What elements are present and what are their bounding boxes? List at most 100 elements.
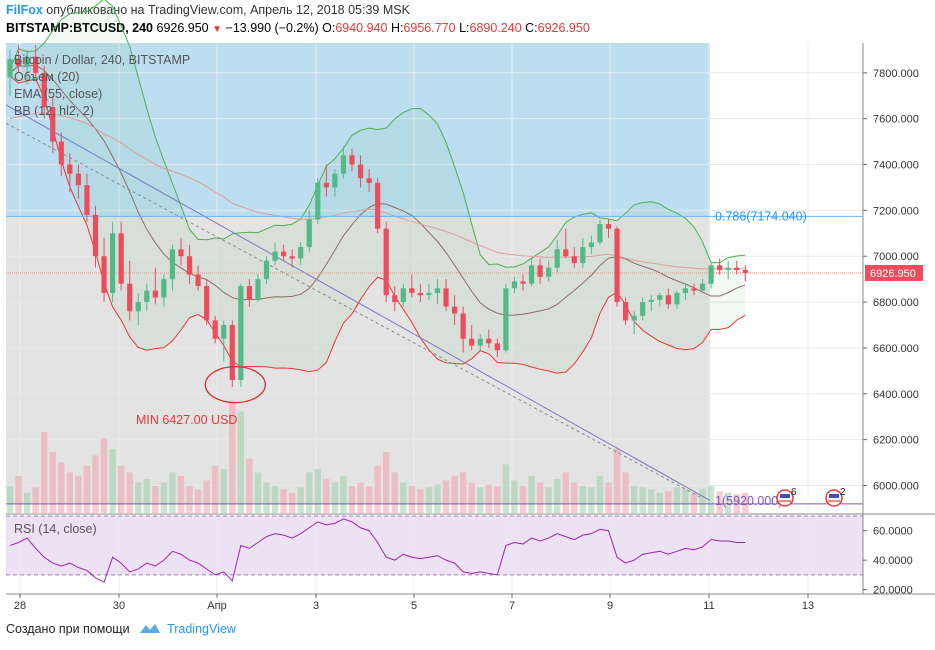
bb-lower (9, 75, 746, 374)
volume-bar (306, 472, 313, 513)
volume-bar (725, 492, 732, 513)
legend-bb[interactable]: BB (12, hl2, 2) (14, 104, 94, 118)
volume-bar (400, 482, 407, 513)
fib-786-label: 0.786(7174.040) (715, 209, 807, 223)
candle-body (588, 242, 594, 248)
volume-bar (194, 489, 202, 513)
candle-body (221, 325, 227, 339)
x-tick-label: 3 (313, 600, 319, 612)
candle-body (742, 269, 748, 273)
legend-volume[interactable]: Объем (20) (14, 70, 80, 84)
volume-bar (383, 452, 390, 513)
high-label: H: (390, 21, 404, 35)
publish-info: опубликовано на TradingView.com, Апрель … (46, 3, 410, 17)
candle-body (340, 155, 347, 174)
candle-body (204, 286, 210, 321)
candle-body (434, 288, 441, 293)
candle-body (315, 182, 321, 220)
candle-body (7, 59, 13, 78)
volume-bar (374, 465, 381, 513)
candle-body (400, 288, 406, 303)
volume-bar (699, 488, 706, 513)
low-label: L: (459, 21, 470, 35)
volume-bar (742, 492, 749, 513)
volume-bar (66, 472, 74, 513)
y-tick-label: 7800.000 (873, 68, 919, 80)
volume-bar (459, 472, 467, 513)
candle-body (169, 249, 176, 280)
candle-body (144, 290, 150, 303)
volume-bar (468, 482, 475, 513)
candle-body (674, 292, 680, 305)
trendline-dashed (5, 122, 701, 498)
volume-bar (49, 452, 56, 513)
candle-body (366, 178, 372, 183)
volume-bar (280, 489, 287, 513)
candle-body (186, 256, 193, 275)
volume-bar (348, 485, 356, 513)
tradingview-link[interactable]: TradingView (167, 622, 236, 636)
candle-body (486, 338, 492, 344)
candle-body (161, 279, 167, 298)
volume-bar (622, 472, 629, 513)
rsi-legend[interactable]: RSI (14, close) (14, 522, 97, 536)
volume-bar (536, 482, 544, 513)
volume-bar (673, 487, 681, 513)
publish-line: FilFox опубликовано на TradingView.com, … (6, 3, 410, 17)
volume-bar (639, 487, 646, 513)
volume-bar (579, 485, 587, 513)
candle-body (409, 288, 415, 293)
x-tick-label: 9 (607, 600, 613, 612)
candle-body (452, 306, 458, 314)
event-count: 2 (840, 487, 846, 498)
volume-bar (648, 489, 655, 513)
volume-bar (682, 489, 689, 513)
bb-upper (9, 0, 746, 268)
candle-body (332, 173, 338, 188)
volume-bar (511, 480, 518, 513)
candle-body (281, 251, 287, 257)
candle-body (417, 292, 423, 296)
y-tick-label: 7600.000 (873, 114, 919, 126)
candle-body (528, 265, 535, 284)
y-tick-label: 7200.000 (873, 205, 919, 217)
legend-symbol[interactable]: Bitcoin / Dollar, 240, BITSTAMP (14, 53, 191, 67)
x-tick-label: 7 (509, 600, 515, 612)
candle-body (246, 286, 252, 300)
volume-bar (434, 484, 441, 513)
open-value: 6940.940 (335, 21, 388, 35)
min-circle (204, 365, 266, 404)
rsi-line (9, 518, 746, 583)
legend-ema[interactable]: EMA (55, close) (14, 87, 103, 101)
volume-bar (41, 431, 48, 513)
x-tick-label: 13 (802, 600, 814, 612)
candle-body (92, 214, 99, 257)
candle-body (323, 182, 329, 188)
candle-body (682, 288, 689, 293)
volume-bar (656, 492, 663, 513)
down-arrow-icon: ▼ (212, 24, 223, 35)
candle-body (563, 249, 569, 257)
candle-body (665, 295, 671, 305)
volume-bar (75, 475, 82, 513)
volume-bar (117, 465, 125, 513)
volume-bar (23, 492, 31, 513)
volume-bar (425, 487, 433, 513)
candle-body (67, 164, 73, 174)
volume-bar (391, 472, 398, 513)
volume-bar (220, 469, 227, 513)
candle-body (357, 164, 364, 179)
last-price-value: 6926.950 (870, 268, 916, 280)
volume-bar (451, 475, 458, 513)
high-value: 6956.770 (403, 21, 456, 35)
volume-bar (331, 482, 339, 513)
author-name[interactable]: FilFox (6, 3, 43, 17)
candle-body (443, 288, 449, 307)
volume-bar (554, 479, 561, 513)
candle-body (152, 290, 158, 298)
candle-body (238, 286, 244, 381)
volume-bar (169, 472, 176, 513)
volume-bar (408, 485, 416, 513)
volume-bar (417, 489, 424, 513)
